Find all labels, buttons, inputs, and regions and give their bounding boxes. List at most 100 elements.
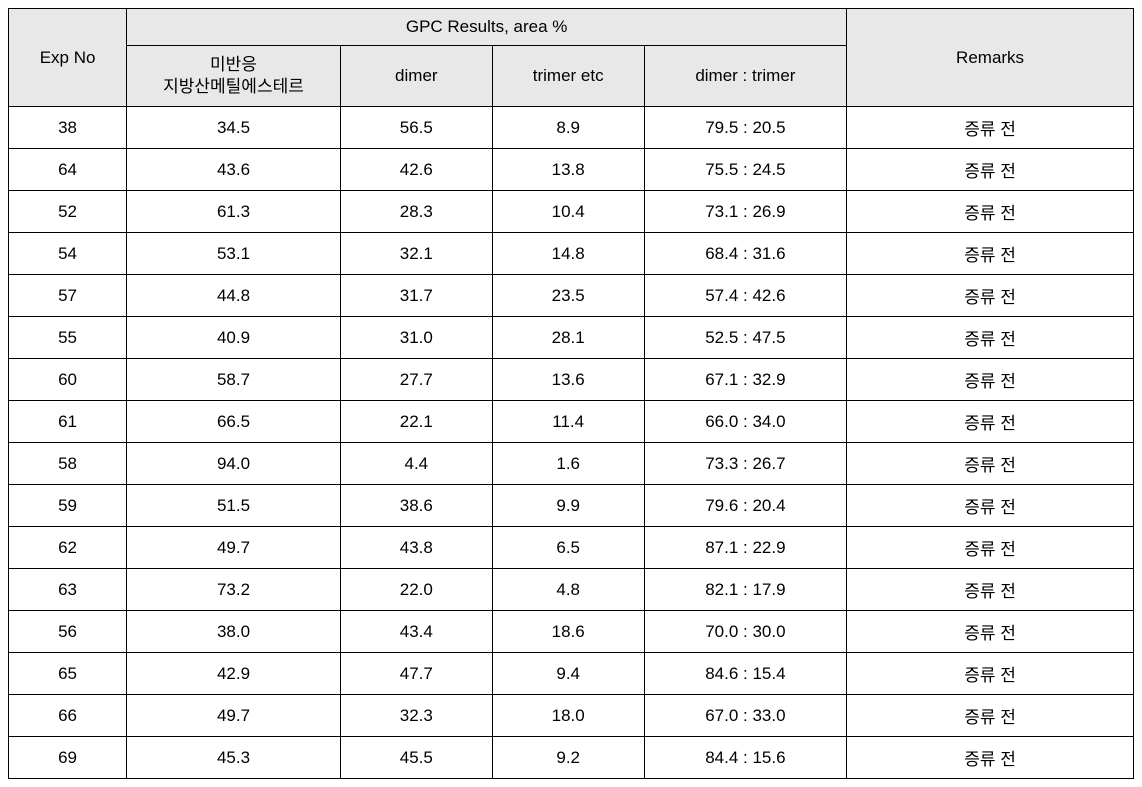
cell-ratio: 84.4 : 15.6 (644, 737, 847, 779)
cell-remarks: 증류 전 (847, 191, 1134, 233)
cell-remarks: 증류 전 (847, 443, 1134, 485)
cell-remarks: 증류 전 (847, 149, 1134, 191)
cell-ratio: 67.0 : 33.0 (644, 695, 847, 737)
cell-dimer: 38.6 (340, 485, 492, 527)
cell-ratio: 57.4 : 42.6 (644, 275, 847, 317)
cell-unreacted: 51.5 (127, 485, 341, 527)
table-row: 6542.947.79.484.6 : 15.4증류 전 (9, 653, 1134, 695)
table-row: 5540.931.028.152.5 : 47.5증류 전 (9, 317, 1134, 359)
header-remarks: Remarks (847, 9, 1134, 107)
table-row: 5744.831.723.557.4 : 42.6증류 전 (9, 275, 1134, 317)
cell-trimer: 9.9 (492, 485, 644, 527)
cell-unreacted: 49.7 (127, 527, 341, 569)
cell-ratio: 73.3 : 26.7 (644, 443, 847, 485)
table-row: 6945.345.59.284.4 : 15.6증류 전 (9, 737, 1134, 779)
cell-unreacted: 49.7 (127, 695, 341, 737)
cell-ratio: 68.4 : 31.6 (644, 233, 847, 275)
table-row: 5261.328.310.473.1 : 26.9증류 전 (9, 191, 1134, 233)
cell-trimer: 18.0 (492, 695, 644, 737)
cell-trimer: 1.6 (492, 443, 644, 485)
cell-ratio: 66.0 : 34.0 (644, 401, 847, 443)
cell-ratio: 52.5 : 47.5 (644, 317, 847, 359)
cell-dimer: 4.4 (340, 443, 492, 485)
cell-remarks: 증류 전 (847, 317, 1134, 359)
table-row: 5894.04.41.673.3 : 26.7증류 전 (9, 443, 1134, 485)
cell-exp-no: 54 (9, 233, 127, 275)
cell-dimer: 27.7 (340, 359, 492, 401)
header-gpc-results: GPC Results, area % (127, 9, 847, 46)
header-trimer-etc: trimer etc (492, 46, 644, 107)
header-unreacted-line1: 미반응 (210, 55, 257, 74)
cell-trimer: 10.4 (492, 191, 644, 233)
cell-exp-no: 66 (9, 695, 127, 737)
table-row: 3834.556.58.979.5 : 20.5증류 전 (9, 107, 1134, 149)
gpc-results-table: Exp No GPC Results, area % Remarks 미반응 지… (8, 8, 1134, 779)
cell-unreacted: 66.5 (127, 401, 341, 443)
cell-trimer: 8.9 (492, 107, 644, 149)
header-dimer-trimer-ratio: dimer : trimer (644, 46, 847, 107)
cell-exp-no: 38 (9, 107, 127, 149)
table-row: 6443.642.613.875.5 : 24.5증류 전 (9, 149, 1134, 191)
cell-trimer: 9.2 (492, 737, 644, 779)
cell-dimer: 22.0 (340, 569, 492, 611)
cell-remarks: 증류 전 (847, 485, 1134, 527)
cell-remarks: 증류 전 (847, 401, 1134, 443)
header-unreacted: 미반응 지방산메틸에스테르 (127, 46, 341, 107)
cell-remarks: 증류 전 (847, 653, 1134, 695)
header-unreacted-line2: 지방산메틸에스테르 (163, 77, 304, 96)
cell-exp-no: 58 (9, 443, 127, 485)
cell-unreacted: 42.9 (127, 653, 341, 695)
cell-remarks: 증류 전 (847, 107, 1134, 149)
cell-exp-no: 59 (9, 485, 127, 527)
cell-dimer: 28.3 (340, 191, 492, 233)
cell-exp-no: 69 (9, 737, 127, 779)
cell-exp-no: 56 (9, 611, 127, 653)
cell-ratio: 79.6 : 20.4 (644, 485, 847, 527)
cell-exp-no: 60 (9, 359, 127, 401)
cell-remarks: 증류 전 (847, 527, 1134, 569)
cell-dimer: 22.1 (340, 401, 492, 443)
cell-exp-no: 57 (9, 275, 127, 317)
table-body: 3834.556.58.979.5 : 20.5증류 전6443.642.613… (9, 107, 1134, 779)
cell-trimer: 13.6 (492, 359, 644, 401)
cell-trimer: 23.5 (492, 275, 644, 317)
cell-trimer: 13.8 (492, 149, 644, 191)
cell-dimer: 31.0 (340, 317, 492, 359)
cell-exp-no: 64 (9, 149, 127, 191)
header-row-1: Exp No GPC Results, area % Remarks (9, 9, 1134, 46)
cell-unreacted: 58.7 (127, 359, 341, 401)
cell-dimer: 56.5 (340, 107, 492, 149)
cell-exp-no: 62 (9, 527, 127, 569)
cell-unreacted: 53.1 (127, 233, 341, 275)
table-row: 5638.043.418.670.0 : 30.0증류 전 (9, 611, 1134, 653)
cell-unreacted: 94.0 (127, 443, 341, 485)
cell-ratio: 73.1 : 26.9 (644, 191, 847, 233)
cell-dimer: 31.7 (340, 275, 492, 317)
cell-dimer: 32.1 (340, 233, 492, 275)
cell-unreacted: 61.3 (127, 191, 341, 233)
cell-trimer: 11.4 (492, 401, 644, 443)
table-row: 6058.727.713.667.1 : 32.9증류 전 (9, 359, 1134, 401)
cell-trimer: 18.6 (492, 611, 644, 653)
table-row: 6166.522.111.466.0 : 34.0증류 전 (9, 401, 1134, 443)
cell-exp-no: 52 (9, 191, 127, 233)
cell-unreacted: 38.0 (127, 611, 341, 653)
cell-trimer: 6.5 (492, 527, 644, 569)
cell-remarks: 증류 전 (847, 359, 1134, 401)
table-row: 5951.538.69.979.6 : 20.4증류 전 (9, 485, 1134, 527)
cell-trimer: 4.8 (492, 569, 644, 611)
table-row: 6249.743.86.587.1 : 22.9증류 전 (9, 527, 1134, 569)
cell-exp-no: 55 (9, 317, 127, 359)
cell-unreacted: 43.6 (127, 149, 341, 191)
header-exp-no: Exp No (9, 9, 127, 107)
cell-remarks: 증류 전 (847, 569, 1134, 611)
cell-ratio: 82.1 : 17.9 (644, 569, 847, 611)
table-row: 5453.132.114.868.4 : 31.6증류 전 (9, 233, 1134, 275)
cell-dimer: 45.5 (340, 737, 492, 779)
cell-ratio: 70.0 : 30.0 (644, 611, 847, 653)
cell-remarks: 증류 전 (847, 695, 1134, 737)
cell-exp-no: 61 (9, 401, 127, 443)
cell-remarks: 증류 전 (847, 233, 1134, 275)
cell-exp-no: 63 (9, 569, 127, 611)
cell-unreacted: 40.9 (127, 317, 341, 359)
